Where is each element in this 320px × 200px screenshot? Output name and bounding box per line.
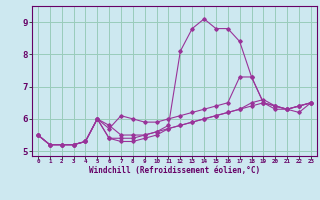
- X-axis label: Windchill (Refroidissement éolien,°C): Windchill (Refroidissement éolien,°C): [89, 166, 260, 175]
